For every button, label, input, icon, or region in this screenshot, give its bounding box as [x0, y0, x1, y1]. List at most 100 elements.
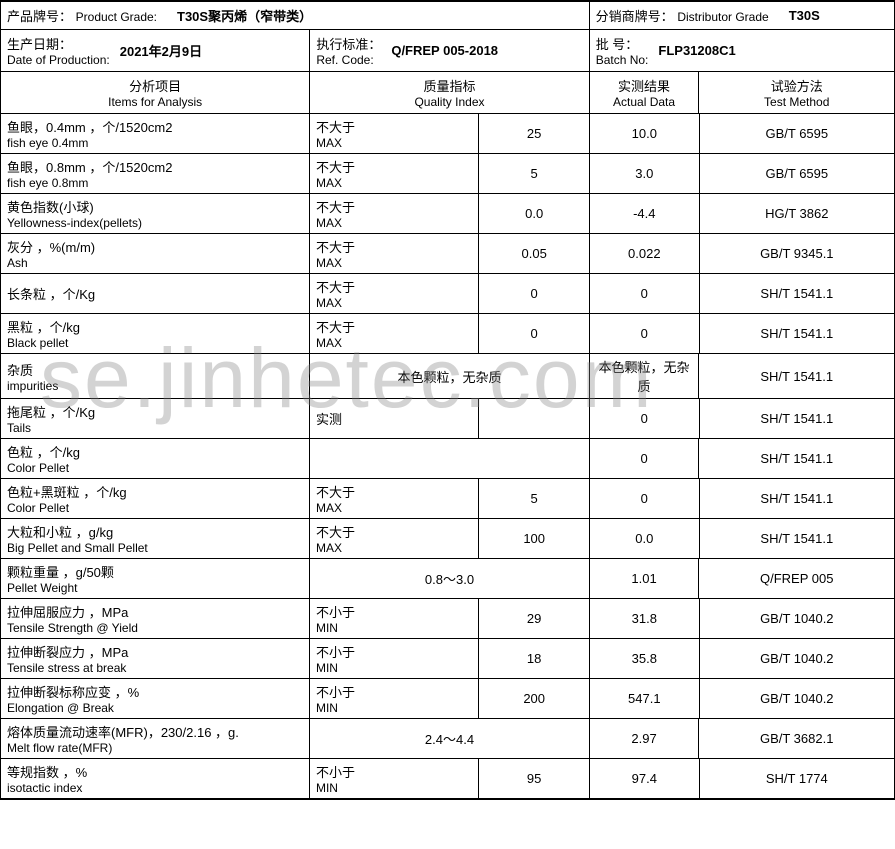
- item-cn: 拉伸断裂应力 ，MPa: [7, 642, 128, 661]
- qi-label-cn: 不小于: [316, 682, 355, 701]
- qi-label-en: MAX: [316, 296, 342, 310]
- item-cn: 黄色指数(小球): [7, 197, 94, 216]
- product-grade-label-en: Product Grade:: [76, 10, 157, 24]
- item-cn: 拉伸屈服应力 ，MPa: [7, 602, 128, 621]
- qi-label-en: MIN: [316, 661, 338, 675]
- actual-data-cell: 0: [590, 274, 700, 313]
- quality-index-cell: 不大于MAX25: [310, 114, 590, 153]
- item-en: Pellet Weight: [7, 581, 77, 595]
- quality-index-label: 不小于MIN: [310, 759, 479, 798]
- quality-index-label: 不大于MAX: [310, 194, 479, 233]
- qi-label-cn: 不大于: [316, 522, 355, 541]
- qi-label-cn: 不大于: [316, 157, 355, 176]
- quality-index-value: 5: [479, 479, 589, 518]
- qi-label-en: MIN: [316, 701, 338, 715]
- col-items-en: Items for Analysis: [108, 95, 202, 109]
- item-en: impurities: [7, 379, 58, 393]
- actual-data-cell: 本色颗粒，无杂质: [590, 354, 700, 398]
- item-cell: 长条粒 ，个/Kg: [1, 274, 310, 313]
- qi-label-cn: 不大于: [316, 482, 355, 501]
- production-date-cell: 生产日期： Date of Production: 2021年2月9日: [1, 30, 310, 71]
- quality-index-cell: 不小于MIN29: [310, 599, 590, 638]
- quality-index-cell: 不大于MAX0.05: [310, 234, 590, 273]
- table-row: 大粒和小粒 ，g/kgBig Pellet and Small Pellet不大…: [1, 519, 894, 559]
- batch-no-value: FLP31208C1: [658, 43, 735, 58]
- item-cn: 杂质: [7, 360, 33, 379]
- col-quality-index-en: Quality Index: [414, 95, 484, 109]
- quality-index-label: 不大于MAX: [310, 479, 479, 518]
- item-cell: 拉伸断裂应力 ，MPaTensile stress at break: [1, 639, 310, 678]
- table-row: 等规指数 ，%isotactic index不小于MIN9597.4SH/T 1…: [1, 759, 894, 799]
- test-method-cell: SH/T 1541.1: [700, 519, 894, 558]
- test-method-cell: GB/T 1040.2: [700, 639, 894, 678]
- qi-label-en: MIN: [316, 781, 338, 795]
- quality-index-cell: 不大于MAX0: [310, 274, 590, 313]
- quality-index-cell: 不大于MAX5: [310, 154, 590, 193]
- quality-index-value: 0: [479, 274, 589, 313]
- test-method-cell: GB/T 6595: [700, 114, 894, 153]
- quality-index-label: 不小于MIN: [310, 639, 479, 678]
- quality-index-cell: 不大于MAX100: [310, 519, 590, 558]
- item-cn: 熔体质量流动速率(MFR)，230/2.16 ，g.: [7, 722, 239, 741]
- item-cn: 黑粒 ，个/kg: [7, 317, 80, 336]
- qi-label-en: MIN: [316, 621, 338, 635]
- item-cn: 鱼眼，0.4mm ，个/1520cm2: [7, 117, 172, 136]
- col-test-method: 试验方法 Test Method: [699, 72, 894, 113]
- item-cn: 鱼眼，0.8mm ，个/1520cm2: [7, 157, 172, 176]
- col-quality-index-cn: 质量指标: [423, 76, 475, 95]
- quality-index-label: 不小于MIN: [310, 679, 479, 718]
- table-row: 杂质impurities本色颗粒，无杂质本色颗粒，无杂质SH/T 1541.1: [1, 354, 894, 399]
- actual-data-cell: 0.0: [590, 519, 700, 558]
- qi-label-en: MAX: [316, 336, 342, 350]
- table-row: 颗粒重量 ，g/50颗Pellet Weight0.8～3.01.01Q/FRE…: [1, 559, 894, 599]
- actual-data-cell: 0: [590, 399, 700, 438]
- table-row: 灰分 ，%(m/m)Ash不大于MAX0.050.022GB/T 9345.1: [1, 234, 894, 274]
- actual-data-cell: 3.0: [590, 154, 700, 193]
- actual-data-cell: 0: [590, 314, 700, 353]
- quality-index-value: 100: [479, 519, 589, 558]
- quality-index-value: [310, 439, 589, 478]
- table-row: 拉伸断裂标称应变 ，%Elongation @ Break不小于MIN20054…: [1, 679, 894, 719]
- item-cell: 拉伸断裂标称应变 ，%Elongation @ Break: [1, 679, 310, 718]
- col-quality-index: 质量指标 Quality Index: [310, 72, 589, 113]
- table-row: 拖尾粒 ，个/KgTails实测0SH/T 1541.1: [1, 399, 894, 439]
- item-cell: 熔体质量流动速率(MFR)，230/2.16 ，g.Melt flow rate…: [1, 719, 310, 758]
- table-row: 长条粒 ，个/Kg不大于MAX00SH/T 1541.1: [1, 274, 894, 314]
- quality-index-value: 0: [479, 314, 589, 353]
- quality-index-label: 不大于MAX: [310, 114, 479, 153]
- quality-index-cell: 不大于MAX0: [310, 314, 590, 353]
- col-actual-data: 实测结果 Actual Data: [590, 72, 700, 113]
- quality-index-cell: 不大于MAX0.0: [310, 194, 590, 233]
- qi-label-cn: 不大于: [316, 197, 355, 216]
- batch-no-cell: 批 号： Batch No: FLP31208C1: [590, 30, 894, 71]
- qi-label-cn: 不大于: [316, 117, 355, 136]
- item-en: Ash: [7, 256, 28, 270]
- qi-label-cn: 不小于: [316, 602, 355, 621]
- table-row: 拉伸断裂应力 ，MPaTensile stress at break不小于MIN…: [1, 639, 894, 679]
- quality-index-cell: 不小于MIN95: [310, 759, 590, 798]
- test-method-cell: SH/T 1541.1: [700, 274, 894, 313]
- item-en: Yellowness‑index(pellets): [7, 216, 142, 230]
- item-en: Big Pellet and Small Pellet: [7, 541, 148, 555]
- header-row-2: 生产日期： Date of Production: 2021年2月9日 执行标准…: [1, 30, 894, 72]
- quality-index-value: 29: [479, 599, 589, 638]
- actual-data-cell: 97.4: [590, 759, 700, 798]
- item-en: Melt flow rate(MFR): [7, 741, 112, 755]
- qi-label-cn: 不小于: [316, 642, 355, 661]
- test-method-cell: HG/T 3862: [700, 194, 894, 233]
- actual-data-cell: -4.4: [590, 194, 700, 233]
- quality-index-label: 不大于MAX: [310, 154, 479, 193]
- ref-code-value: Q/FREP 005-2018: [391, 43, 498, 58]
- quality-index-value: 0.05: [479, 234, 589, 273]
- quality-index-value: 95: [479, 759, 589, 798]
- table-row: 拉伸屈服应力 ，MPaTensile Strength @ Yield不小于MI…: [1, 599, 894, 639]
- quality-index-label: 不小于MIN: [310, 599, 479, 638]
- item-cell: 大粒和小粒 ，g/kgBig Pellet and Small Pellet: [1, 519, 310, 558]
- item-cn: 长条粒 ，个/Kg: [7, 284, 95, 303]
- test-method-cell: GB/T 3682.1: [699, 719, 894, 758]
- batch-no-label-cn: 批 号：: [596, 34, 649, 53]
- item-en: Color Pellet: [7, 461, 69, 475]
- production-date-value: 2021年2月9日: [120, 41, 202, 60]
- col-items: 分析项目 Items for Analysis: [1, 72, 310, 113]
- quality-index-value: 200: [479, 679, 589, 718]
